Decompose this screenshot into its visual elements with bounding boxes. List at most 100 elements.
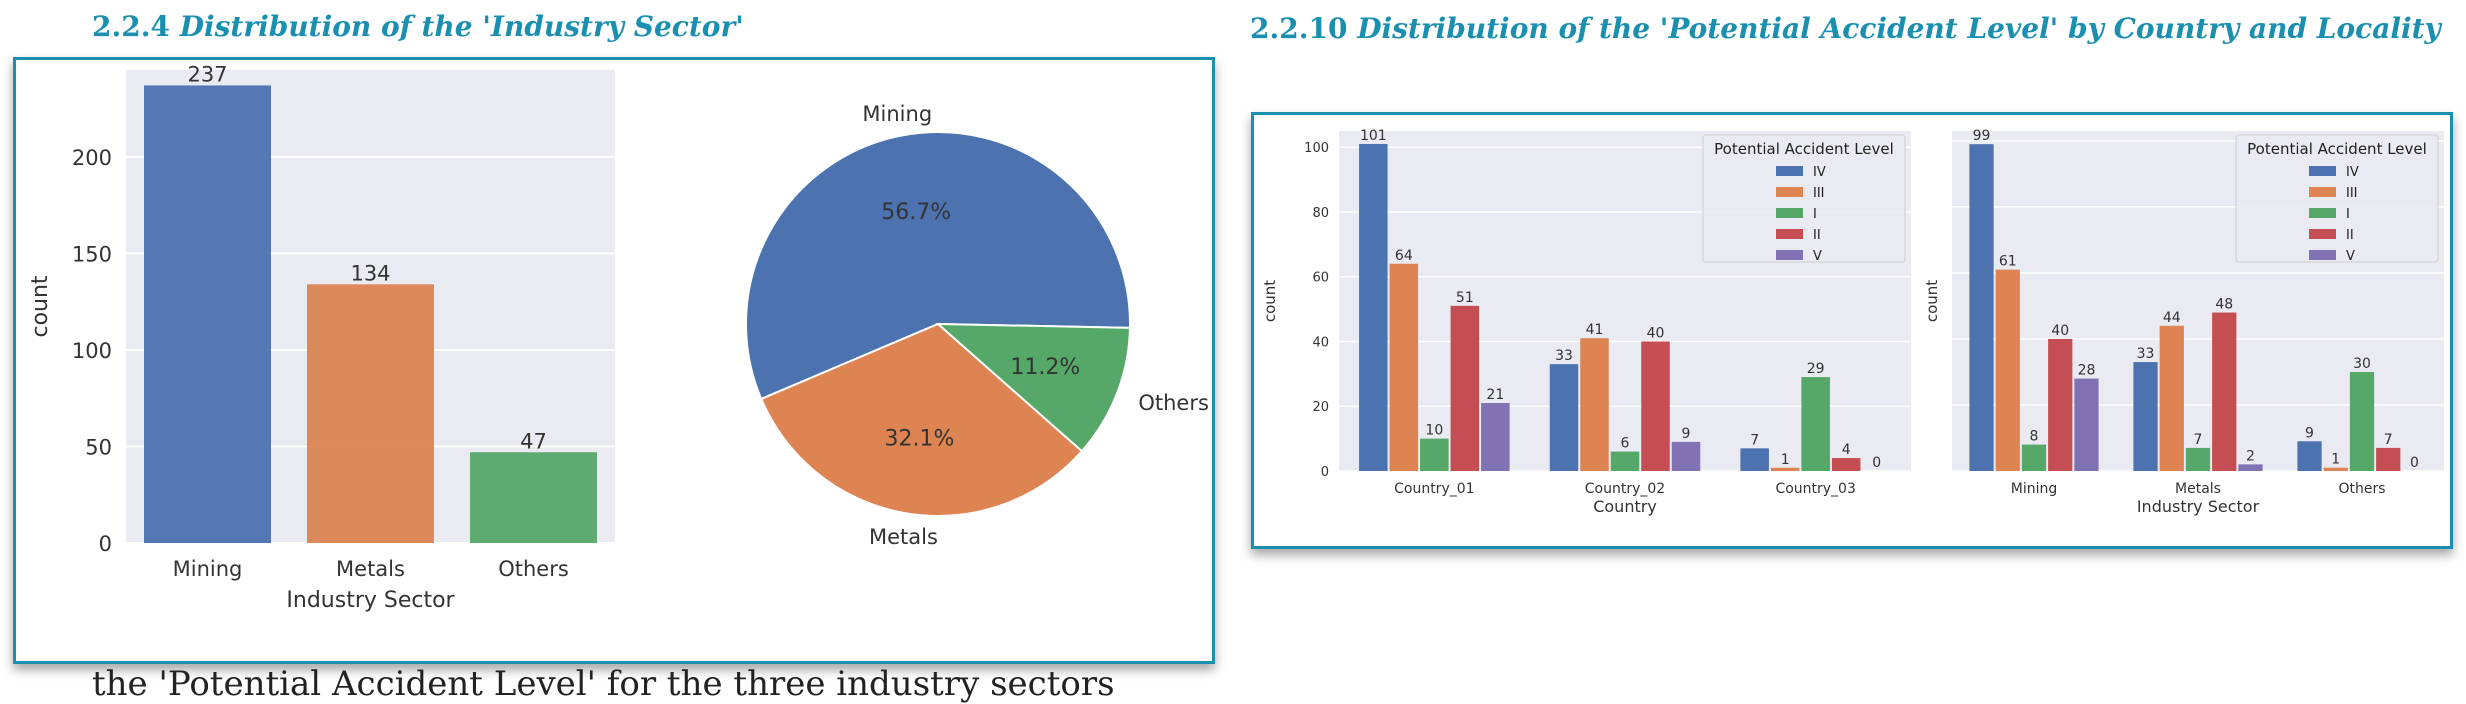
pie-label: Others	[1138, 391, 1209, 415]
bar-mining-iii	[1995, 269, 2020, 471]
bar-country_03-i	[1801, 377, 1830, 471]
x-axis-label: Industry Sector	[2137, 497, 2260, 516]
bar-mining	[144, 85, 271, 544]
legend-swatch	[1776, 166, 1803, 176]
heading-text: Distribution of the 'Industry Sector'	[179, 10, 744, 43]
bar-value-label: 7	[1750, 432, 1759, 448]
legend-swatch	[2309, 187, 2336, 197]
y-tick-label: 0	[99, 532, 112, 556]
heading-text: Distribution of the 'Potential Accident …	[1357, 12, 2441, 45]
bar-value-label: 7	[2384, 432, 2393, 448]
bar-value-label: 10	[1425, 423, 1443, 439]
legend-title: Potential Accident Level	[1714, 140, 1894, 158]
y-tick-label: 150	[72, 242, 112, 266]
legend-box	[2235, 134, 2439, 263]
bar-country_01-v	[1481, 403, 1510, 471]
bar-value-label: 41	[1586, 322, 1604, 338]
bar-value-label: 1	[2331, 452, 2340, 468]
bar-country_02-ii	[1641, 341, 1670, 471]
heading-number: 2.2.10	[1250, 12, 1348, 45]
x-tick-label: Country_02	[1585, 481, 1665, 497]
bar-country_03-ii	[1831, 458, 1861, 471]
x-tick-label: Country_03	[1775, 481, 1855, 497]
x-axis-label: Industry Sector	[286, 588, 455, 613]
bar-others-ii	[2376, 447, 2401, 471]
legend-swatch	[1776, 229, 1803, 239]
pie-pct-label: 32.1%	[885, 427, 955, 452]
bar-value-label: 0	[2410, 455, 2419, 471]
y-tick-label: 40	[1312, 335, 1329, 350]
y-tick-label: 200	[72, 146, 112, 170]
y-tick-label: 60	[1312, 271, 1329, 286]
bar-value-label: 51	[1456, 290, 1474, 306]
bar-country_02-v	[1671, 441, 1701, 471]
industry-sector-charts: 0 50 100 150 200 237 Mining 134 Metals 47 Others In…	[28, 62, 1209, 613]
heading-industry-sector: 2.2.4 Distribution of the 'Industry Sect…	[92, 10, 744, 43]
bar-metals-i	[2185, 447, 2211, 471]
heading-number: 2.2.4	[92, 10, 170, 43]
bar-value-label: 8	[2030, 429, 2039, 445]
bar-value-label: 9	[1682, 426, 1691, 442]
legend-swatch	[2309, 208, 2336, 218]
bar-country_01-ii	[1450, 305, 1480, 471]
legend-swatch	[1776, 250, 1803, 260]
legend-title: Potential Accident Level	[2247, 140, 2427, 158]
pie-slice-mining	[745, 131, 1131, 401]
y-tick-label: 50	[85, 435, 112, 459]
bar-mining-iv	[1969, 144, 1994, 471]
bar-value-label: 47	[520, 429, 547, 453]
legend-swatch	[2309, 250, 2336, 260]
x-tick-label: Metals	[2175, 481, 2221, 497]
bar-value-label: 30	[2353, 356, 2371, 372]
bar-mining-v	[2074, 378, 2099, 471]
bar-country_01-iii	[1389, 263, 1419, 471]
legend-label: II	[1813, 228, 1821, 243]
y-tick-label: 100	[72, 339, 112, 363]
bar-value-label: 0	[1872, 455, 1881, 471]
x-tick-label: Others	[498, 557, 569, 581]
bar-metals-iii	[2159, 325, 2184, 471]
bar-value-label: 29	[1807, 361, 1825, 377]
bar-value-label: 7	[2194, 432, 2203, 448]
legend-swatch	[1776, 208, 1803, 218]
legend-label: V	[2346, 249, 2355, 264]
footer-text: the 'Potential Accident Level' for the t…	[92, 664, 1115, 704]
bar-value-label: 48	[2215, 297, 2233, 313]
accident-level-charts: 02040608010010164105121Country_013341640…	[1261, 128, 2444, 516]
industry-sector-figure: 0 50 100 150 200 237 Mining 134 Metals 47 Others In…	[13, 57, 1215, 664]
bar-value-label: 99	[1973, 128, 1991, 144]
y-axis-label: count	[1923, 280, 1941, 322]
bar-value-label: 21	[1486, 387, 1504, 403]
bar-value-label: 101	[1360, 128, 1387, 144]
legend-box	[1702, 134, 1906, 263]
legend-swatch	[2309, 229, 2336, 239]
y-tick-label: 100	[1304, 141, 1329, 156]
bar-value-label: 28	[2078, 363, 2096, 379]
legend-label: II	[2346, 228, 2354, 243]
bar-value-label: 2	[2246, 448, 2255, 464]
pie-slice-others	[935, 322, 1131, 453]
x-tick-label: Metals	[336, 557, 405, 581]
y-axis-label: count	[1261, 280, 1279, 322]
y-tick-label: 80	[1312, 206, 1329, 221]
pie-label: Metals	[869, 525, 938, 549]
bar-value-label: 33	[2137, 346, 2155, 362]
bar-value-label: 134	[350, 261, 390, 285]
bar-country_01-iv	[1359, 143, 1388, 471]
pie-label: Mining	[862, 102, 932, 126]
legend-label: V	[1813, 249, 1822, 264]
bar-metals-iv	[2133, 362, 2158, 471]
bar-country_02-i	[1610, 451, 1640, 471]
bar-others	[470, 452, 597, 543]
legend-label: IV	[2346, 165, 2359, 180]
bar-value-label: 4	[1842, 442, 1851, 458]
y-axis-label: count	[28, 275, 53, 337]
legend-label: IV	[1813, 165, 1826, 180]
bar-value-label: 40	[1647, 325, 1665, 341]
legend-label: I	[1813, 207, 1817, 222]
bar-others-i	[2349, 371, 2375, 471]
bar-metals-v	[2238, 464, 2263, 471]
bar-others-iv	[2297, 441, 2322, 471]
legend-label: I	[2346, 207, 2350, 222]
legend-swatch	[1776, 187, 1803, 197]
